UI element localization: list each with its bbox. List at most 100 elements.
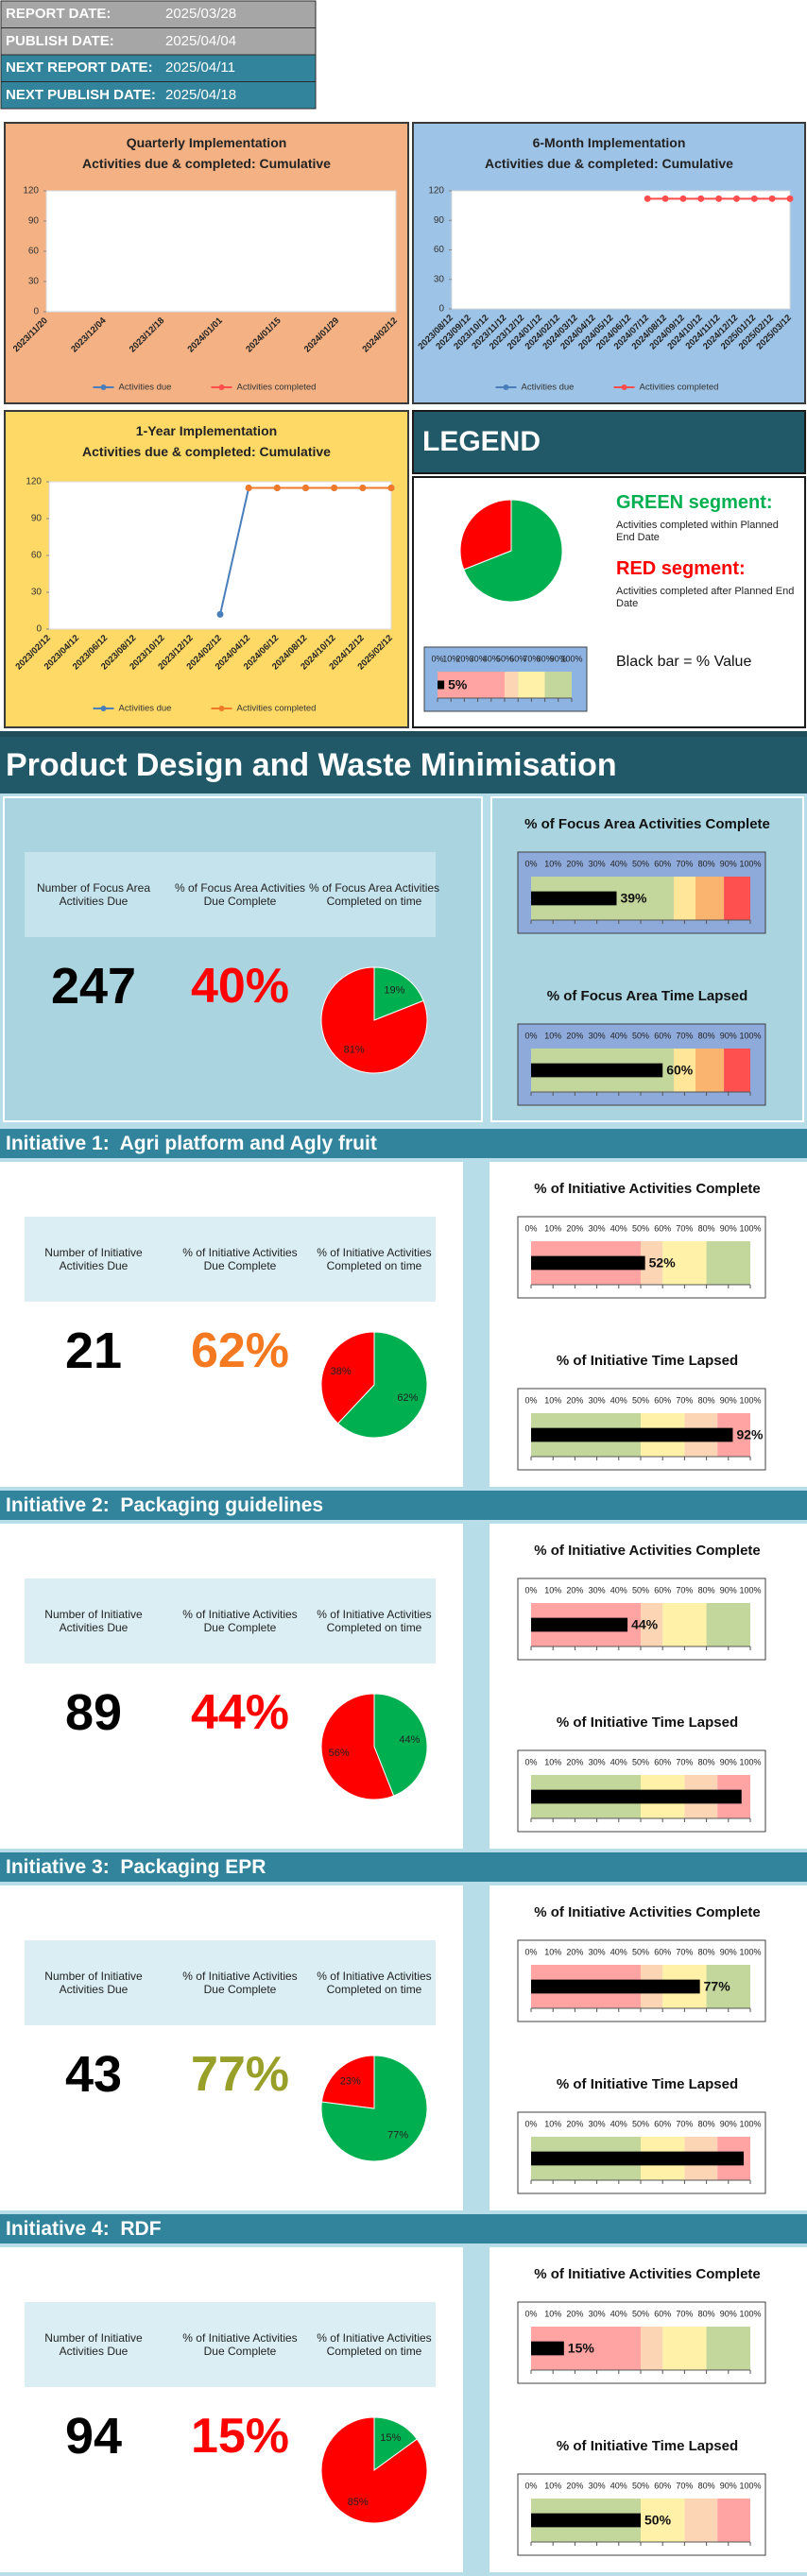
gauge-bar xyxy=(531,891,617,906)
gauge-tick-label: 50% xyxy=(632,1223,649,1233)
stat-header xyxy=(25,852,436,937)
activities-count: 89 xyxy=(64,1683,123,1741)
legend-red-title: RED segment: xyxy=(616,558,746,579)
stat-label: % of Initiative Activities Due Complete xyxy=(182,2330,298,2358)
pie-slice xyxy=(320,1693,395,1800)
gauge-band xyxy=(641,2327,663,2370)
gauge-title: % of Focus Area Time Lapsed xyxy=(546,988,748,1004)
pie-label: 62% xyxy=(397,1392,418,1404)
gauge-tick-label: 0% xyxy=(524,1223,537,1233)
gauge-band xyxy=(706,1241,750,1285)
gauge-tick-label: 10% xyxy=(544,1757,561,1766)
gauge-tick-label: 40% xyxy=(610,2309,627,2318)
gauge-band xyxy=(717,2499,750,2542)
legend-label: Activities completed xyxy=(237,383,317,393)
gauge-tick-label: 50% xyxy=(632,2309,649,2318)
gauge-tick-label: 0% xyxy=(524,859,537,868)
gauge-bar xyxy=(531,1979,700,1994)
gauge-band xyxy=(662,2327,707,2370)
percent-complete: 77% xyxy=(190,2046,290,2102)
section-title: Initiative 3: Packaging EPR xyxy=(6,1855,266,1878)
gauge-tick-label: 40% xyxy=(610,859,627,868)
gauge-tick-label: 60% xyxy=(654,859,671,868)
gauge-title: % of Initiative Activities Complete xyxy=(534,1181,761,1197)
y-tick-label: 60 xyxy=(434,245,445,255)
header-row xyxy=(0,81,317,110)
gauge-tick-label: 20% xyxy=(566,2309,583,2318)
gauge-tick-label: 100% xyxy=(739,1757,761,1766)
gauge-tick-label: 10% xyxy=(544,859,561,868)
gauge-bar xyxy=(531,2341,564,2356)
header-value: 2025/04/11 xyxy=(165,60,235,77)
gauge-tick-label: 0% xyxy=(524,2309,537,2318)
gauge-value-label: 77% xyxy=(704,1979,731,1994)
gauge-tick-label: 0% xyxy=(524,1031,537,1040)
gauge-tick-label: 70% xyxy=(676,2309,693,2318)
chart-subtitle: Activities due & completed: Cumulative xyxy=(485,155,733,171)
series-marker xyxy=(661,195,669,202)
section-title: Initiative 1: Agri platform and Agly fru… xyxy=(6,1132,377,1154)
gauge-tick-label: 0% xyxy=(524,2481,537,2490)
header-value: 2025/03/28 xyxy=(165,6,237,23)
gauge-tick-label: 30% xyxy=(589,2481,606,2490)
gauge-title: % of Initiative Time Lapsed xyxy=(556,1714,739,1731)
stat-label: % of Initiative Activities Due Complete xyxy=(182,1607,298,1634)
series-marker xyxy=(697,195,705,202)
gauge-tick-label: 40% xyxy=(610,1031,627,1040)
y-tick-label: 90 xyxy=(31,514,43,524)
stat-label: Number of Initiative Activities Due xyxy=(44,1245,143,1272)
header-value: 2025/04/04 xyxy=(165,32,237,49)
gauge-tick-label: 30% xyxy=(589,1395,606,1405)
section-title-bar xyxy=(0,1491,807,1520)
gauge-tick-label: 40% xyxy=(610,1395,627,1405)
gauge-tick-label: 10% xyxy=(544,1223,561,1233)
gauge-tick-label: 40% xyxy=(610,1223,627,1233)
header-value: 2025/04/18 xyxy=(165,86,237,103)
gauge-value-label: 39% xyxy=(620,891,647,906)
y-tick-label: 90 xyxy=(28,216,40,227)
gauge-tick-label: 70% xyxy=(523,654,540,663)
y-tick-label: 120 xyxy=(26,477,42,487)
gauge-band xyxy=(518,672,545,698)
gauge-tick-label: 90% xyxy=(720,859,737,868)
gauge-band xyxy=(544,672,572,698)
header-label: PUBLISH DATE: xyxy=(6,32,114,49)
gauge-tick-label: 100% xyxy=(739,1947,761,1956)
legend-swatch-marker xyxy=(218,706,225,711)
gauge-tick-label: 30% xyxy=(589,2119,606,2128)
gauge-title: % of Focus Area Activities Complete xyxy=(524,816,770,832)
gauge-bar xyxy=(531,2151,745,2166)
gauge-tick-label: 40% xyxy=(610,1947,627,1956)
header-row xyxy=(0,54,317,82)
section-title: Initiative 4: RDF xyxy=(6,2217,162,2240)
pie-slice xyxy=(373,966,424,1021)
pie-slice xyxy=(336,1331,428,1439)
legend-label: Activities due xyxy=(522,383,575,393)
legend-swatch-marker xyxy=(218,384,225,390)
chart-title: Quarterly Implementation xyxy=(126,134,287,150)
gauge-tick-label: 10% xyxy=(544,2481,561,2490)
left-panel xyxy=(3,796,483,1122)
series-marker xyxy=(644,195,651,202)
pie-label: 19% xyxy=(384,984,404,996)
legend-swatch-marker xyxy=(100,384,107,390)
gauge-tick-label: 10% xyxy=(544,1585,561,1595)
gauge-bar xyxy=(531,1789,742,1804)
pie-slice xyxy=(459,499,512,571)
gauge-band xyxy=(641,2499,685,2542)
series-marker xyxy=(216,610,224,618)
gauge-title: % of Initiative Activities Complete xyxy=(534,1904,761,1920)
stat-label: % of Initiative Activities Completed on … xyxy=(317,1607,432,1634)
gauge-tick-label: 0% xyxy=(524,1757,537,1766)
gauge-value-label: 52% xyxy=(649,1255,677,1271)
gauge-tick-label: 80% xyxy=(698,859,715,868)
gauge-tick-label: 60% xyxy=(654,1585,671,1595)
legend-gauge-text: Black bar = % Value xyxy=(616,654,752,671)
gauge-tick-label: 30% xyxy=(589,1585,606,1595)
chart-title: 6-Month Implementation xyxy=(532,134,686,150)
chart-subtitle: Activities due & completed: Cumulative xyxy=(82,443,331,459)
pie-label: 23% xyxy=(340,2075,361,2087)
gauge-tick-label: 0% xyxy=(524,2119,537,2128)
gauge-tick-label: 80% xyxy=(698,1585,715,1595)
gauge-tick-label: 70% xyxy=(676,1031,693,1040)
